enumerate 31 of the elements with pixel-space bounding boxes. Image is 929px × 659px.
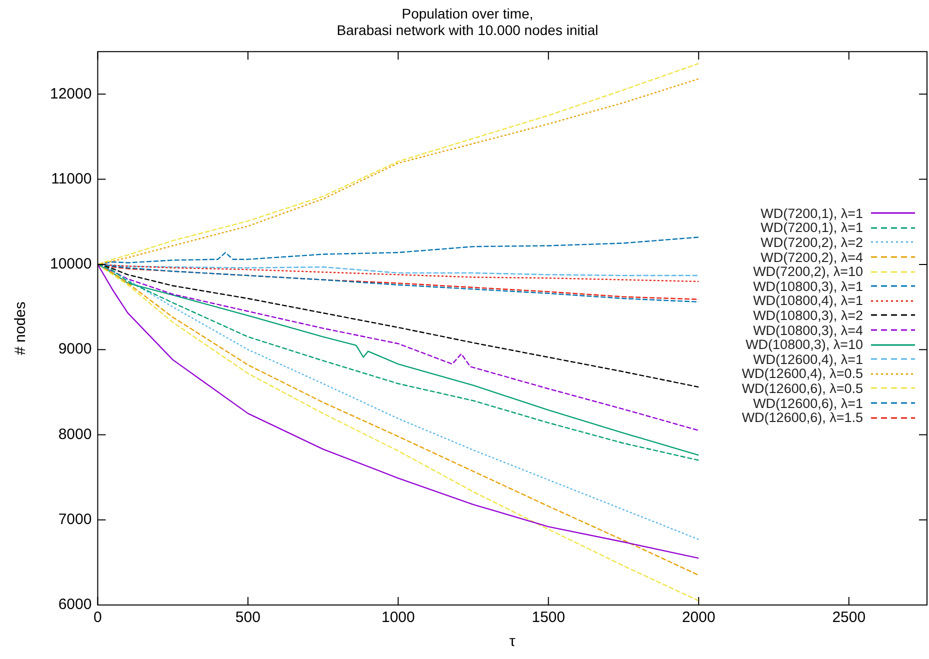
legend-label: WD(10800,3), λ=1	[753, 278, 863, 294]
x-tick-label: 1000	[381, 609, 415, 626]
legend-label: WD(12600,4), λ=1	[753, 352, 863, 367]
legend-label: WD(12600,6), λ=0.5	[742, 380, 863, 396]
y-tick-label: 12000	[50, 85, 92, 102]
y-tick-label: 6000	[58, 596, 92, 614]
x-tick-label: 2500	[832, 609, 866, 626]
y-tick-label: 9000	[58, 340, 92, 358]
y-tick-label: 10000	[50, 256, 92, 273]
legend-label: WD(7200,2), λ=2	[760, 234, 863, 250]
x-tick-label: 2000	[682, 609, 716, 626]
legend-label: WD(7200,2), λ=10	[753, 264, 863, 280]
x-tick-label: 1500	[532, 609, 566, 626]
legend-label: WD(10800,3), λ=2	[753, 308, 863, 323]
legend-label: WD(10800,4), λ=1	[753, 293, 863, 308]
x-tick-label: 0	[94, 609, 102, 626]
legend-label: WD(7200,1), λ=1	[760, 220, 863, 236]
chart-title: Population over time, Barabasi network with 10.000 nodes initial	[336, 5, 598, 38]
x-axis-title: τ	[509, 633, 516, 650]
legend-label: WD(7200,1), λ=1	[760, 206, 863, 221]
y-tick-label: 11000	[51, 170, 92, 188]
x-tick-label: 500	[235, 609, 260, 626]
legend-label: WD(12600,6), λ=1	[753, 396, 863, 411]
legend-label: WD(12600,6), λ=1.5	[742, 410, 863, 426]
y-tick-label: 7000	[58, 511, 92, 528]
legend-label: WD(10800,3), λ=4	[753, 322, 863, 338]
y-tick-label: 8000	[58, 426, 92, 443]
legend-label: WD(7200,2), λ=4	[760, 250, 863, 265]
legend-label: WD(10800,3), λ=10	[746, 337, 863, 352]
legend-label: WD(12600,4), λ=0.5	[742, 366, 863, 382]
y-axis-title: # nodes	[12, 302, 30, 355]
